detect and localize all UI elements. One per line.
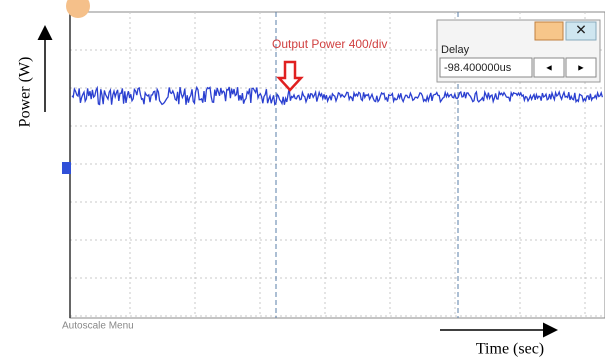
figure: Output Power 400/div ✕ Delay -98.400000u…	[0, 0, 605, 360]
next-label: ►	[577, 62, 586, 72]
delay-title: Delay	[441, 44, 470, 56]
channel-marker	[62, 162, 71, 174]
delay-panel: ✕ Delay -98.400000us ◄ ►	[437, 20, 600, 82]
channel-label: Output Power 400/div	[272, 37, 387, 51]
svg-text:✕: ✕	[575, 22, 587, 38]
prev-label: ◄	[545, 62, 554, 72]
x-axis-label: Time (sec)	[476, 341, 544, 358]
delay-value: -98.400000us	[444, 62, 512, 74]
y-axis-label: Power (W)	[17, 57, 34, 128]
footer-text: Autoscale Menu	[62, 321, 134, 332]
panel-button[interactable]	[535, 22, 563, 40]
